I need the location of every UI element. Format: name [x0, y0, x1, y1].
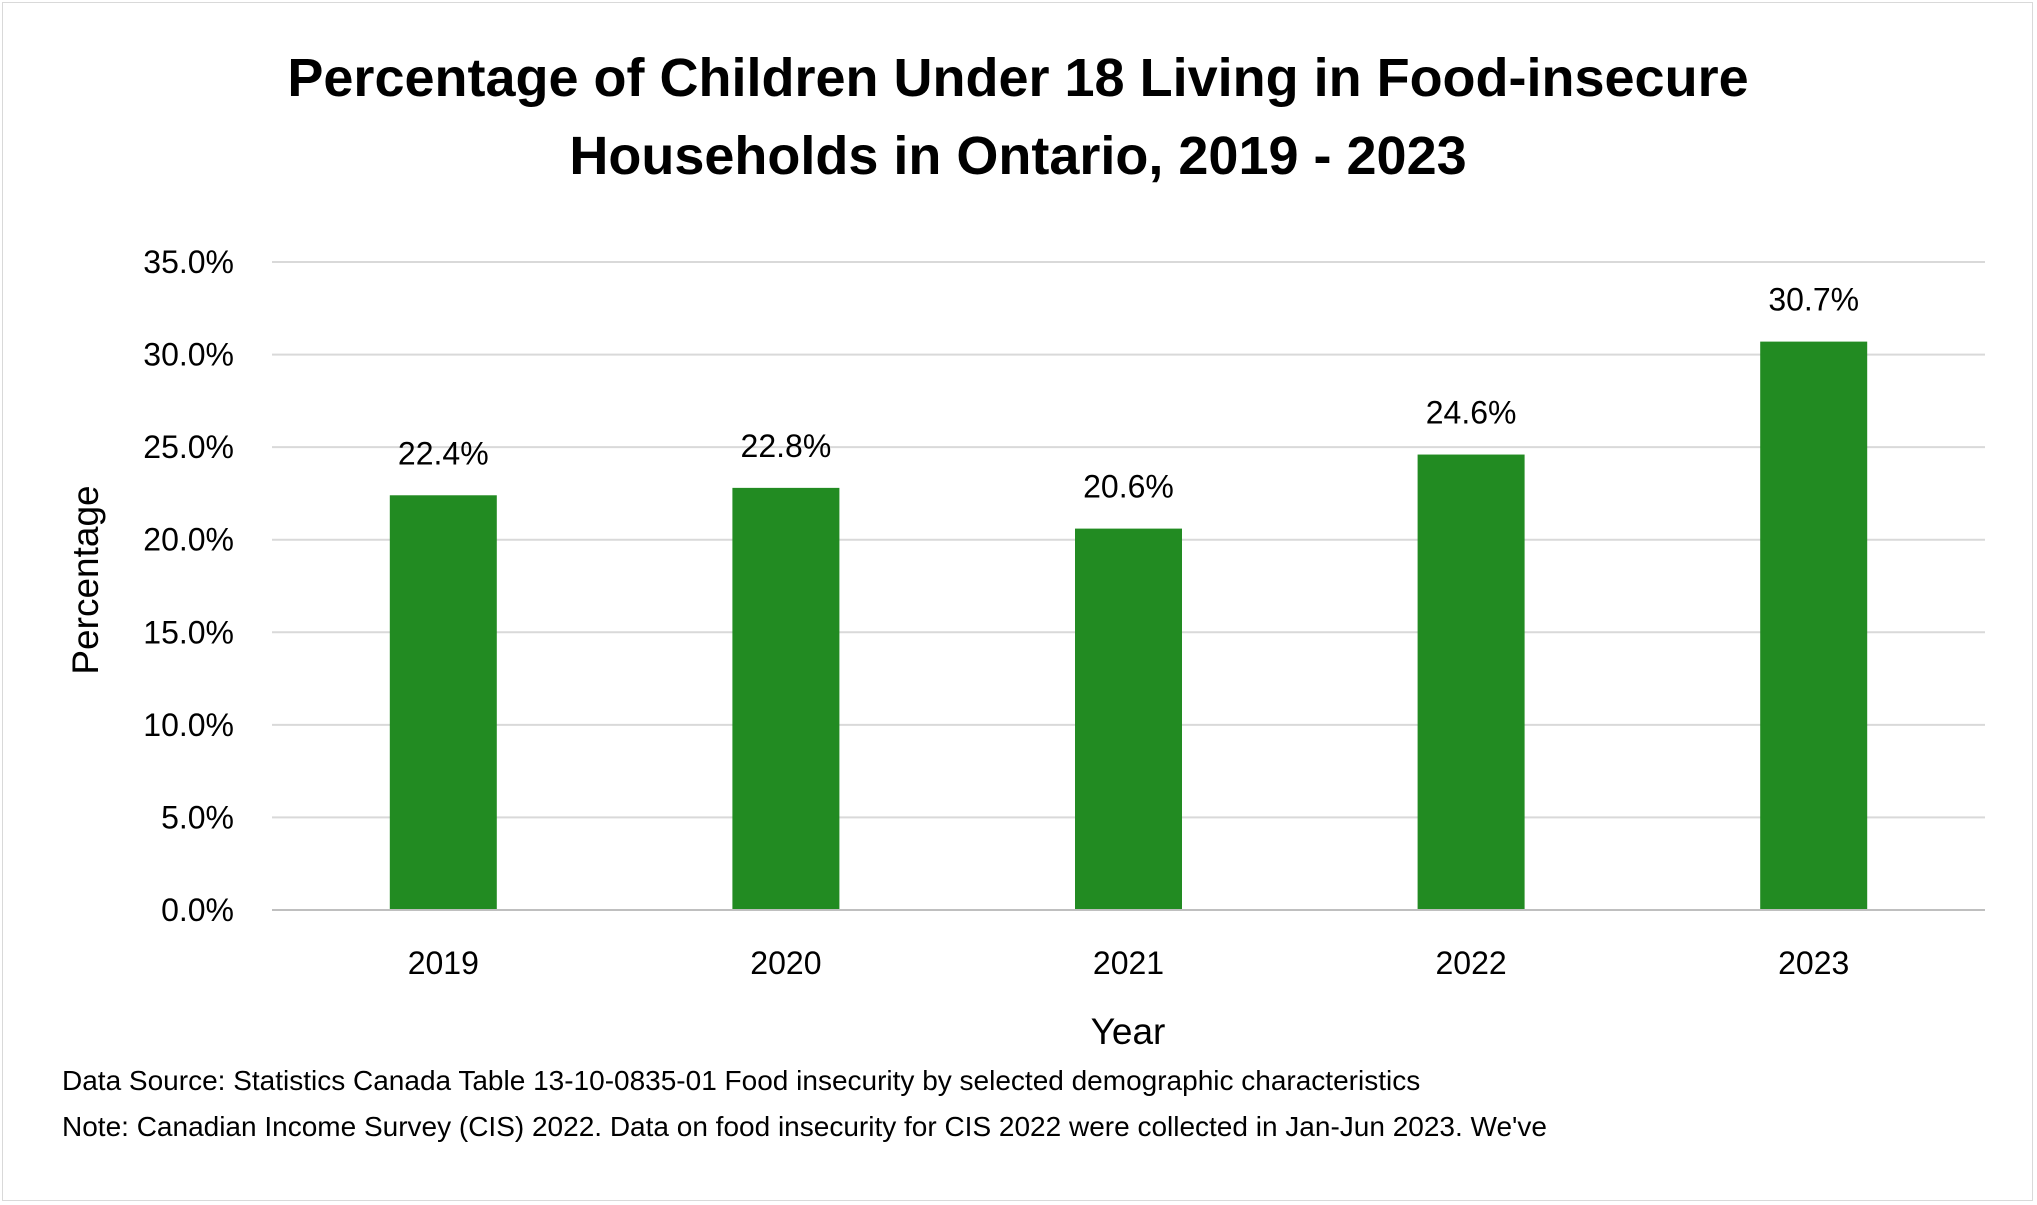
y-tick-label: 35.0%	[143, 244, 234, 280]
bar-2021	[1075, 528, 1182, 910]
footnote: Note: Canadian Income Survey (CIS) 2022.…	[62, 1111, 1547, 1142]
y-tick-label: 25.0%	[143, 429, 234, 465]
chart-title-line-1: Percentage of Children Under 18 Living i…	[287, 48, 1748, 108]
data-label-2019: 22.4%	[398, 435, 489, 471]
data-label-2023: 30.7%	[1768, 282, 1859, 318]
chart-title-line-2: Households in Ontario, 2019 - 2023	[569, 126, 1466, 186]
x-tick-label: 2021	[1093, 945, 1164, 981]
y-tick-label: 10.0%	[143, 707, 234, 743]
y-tick-label: 5.0%	[161, 799, 234, 835]
y-tick-label: 20.0%	[143, 522, 234, 558]
data-label-2022: 24.6%	[1426, 395, 1517, 431]
bar-2020	[732, 487, 840, 910]
x-tick-label: 2022	[1436, 945, 1507, 981]
bar-2023	[1760, 341, 1868, 910]
chart-title: Percentage of Children Under 18 Living i…	[287, 48, 1748, 186]
x-axis-title: Year	[1091, 1011, 1166, 1052]
data-label-2020: 22.8%	[741, 428, 832, 464]
y-axis-ticks: 0.0% 5.0% 10.0% 15.0% 20.0% 25.0% 30.0% 35.0%	[143, 244, 234, 928]
x-tick-label: 2023	[1778, 945, 1849, 981]
bar-2019	[389, 495, 497, 910]
y-axis-title: Percentage	[65, 485, 106, 674]
data-label-2021: 20.6%	[1083, 469, 1174, 505]
x-tick-label: 2019	[408, 945, 479, 981]
x-axis-ticks: 2019 2020 2021 2022 2023	[272, 909, 1985, 981]
y-tick-label: 15.0%	[143, 614, 234, 650]
y-tick-label: 30.0%	[143, 337, 234, 373]
data-source-note: Data Source: Statistics Canada Table 13-…	[62, 1065, 1420, 1096]
y-tick-label: 0.0%	[161, 892, 234, 928]
data-labels: 22.4% 22.8% 20.6% 24.6% 30.7%	[398, 282, 1859, 505]
bars	[389, 341, 1868, 910]
x-tick-label: 2020	[750, 945, 821, 981]
bar-2022	[1417, 454, 1525, 910]
